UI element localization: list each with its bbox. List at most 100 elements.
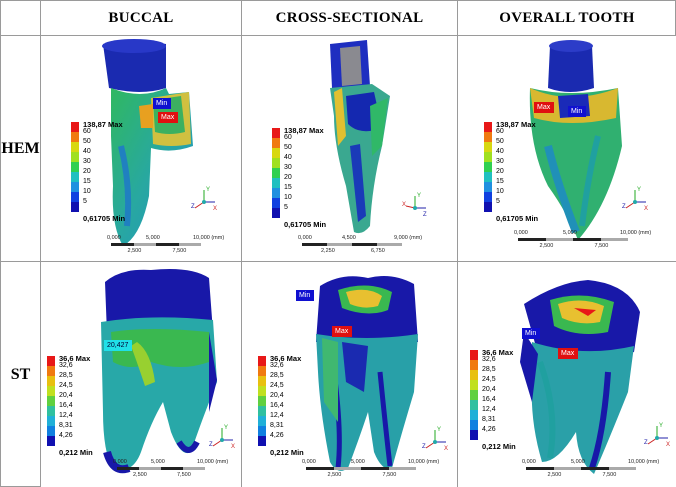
- legend-level-label: 28,5: [482, 366, 496, 373]
- legend-level-label: 4,26: [59, 432, 73, 439]
- legend-swatch: [484, 132, 492, 142]
- legend-swatch: [484, 142, 492, 152]
- legend-swatch: [470, 380, 478, 390]
- scale-tick-label: 10,000 (mm): [193, 235, 225, 241]
- legend-swatch: [272, 148, 280, 158]
- scale-segment: [161, 467, 183, 470]
- scale-tick-label: 7,500: [594, 243, 609, 249]
- legend-level-label: 15: [83, 178, 91, 185]
- scale-segment: [327, 243, 352, 246]
- legend-level-label: 16,4: [270, 402, 284, 409]
- scale-segment: [388, 467, 416, 470]
- axis-triad-icon: Y Z X: [422, 427, 448, 452]
- legend-swatch: [258, 356, 266, 366]
- scale-segment: [183, 467, 205, 470]
- panel-st-buccal: 20,427 36,6 Max 32,6 28,5 24,5 20,4 16,4 12,4 8…: [41, 262, 242, 487]
- legend-hem-cross: 138,87 Max 60 50 40 30 20 15 10 5 0,61705 Min: [272, 126, 332, 229]
- legend-swatch: [258, 376, 266, 386]
- scale-tick-label: 6,750: [371, 248, 385, 254]
- legend-swatch: [47, 406, 55, 416]
- scale-segment: [608, 467, 636, 470]
- scale-segment: [302, 243, 327, 246]
- tooth-model-st-buccal: [101, 269, 217, 474]
- panel-st-cross: Min Max 36,6 Max 32,6 28,5 24,5 20,4 16,4 12,4…: [242, 262, 458, 487]
- panel-hem-overall: Max Min 138,87 Max 60 50 40 30 20 15 10 5 0,61705…: [458, 36, 676, 262]
- legend-min-label: 0,212 Min: [59, 448, 93, 457]
- scale-segment: [526, 467, 554, 470]
- axis-triad-icon: Y Z X: [191, 187, 217, 212]
- scale-tick-label: 0,000: [107, 235, 121, 241]
- svg-text:Y: Y: [637, 187, 641, 193]
- legend-max-label: 138,87 Max: [284, 126, 324, 135]
- legend-swatch: [258, 436, 266, 446]
- legend-swatch: [470, 420, 478, 430]
- legend-level-label: 12,4: [59, 412, 73, 419]
- legend-swatch: [272, 188, 280, 198]
- scale-tick-label: 0,000: [522, 459, 536, 465]
- svg-text:Y: Y: [206, 187, 210, 193]
- tooth-model-st-overall: [520, 280, 640, 474]
- svg-text:Z: Z: [622, 204, 626, 210]
- scale-segment: [352, 243, 377, 246]
- legend-hem-buccal: 138,87 Max 60 50 40 30 20 15 10 5 0,61705 Min: [71, 120, 131, 223]
- svg-text:X: X: [231, 444, 235, 450]
- scale-segment: [377, 243, 402, 246]
- legend-swatch: [71, 192, 79, 202]
- legend-level-label: 30: [284, 164, 292, 171]
- legend-level-label: 60: [284, 134, 292, 141]
- scale-tick-label: 5,000: [151, 459, 165, 465]
- legend-swatch: [272, 178, 280, 188]
- legend-swatch: [258, 416, 266, 426]
- legend-min-label: 0,61705 Min: [83, 214, 126, 223]
- legend-level-label: 40: [496, 148, 504, 155]
- header-overall-tooth: OVERALL TOOTH: [458, 1, 676, 36]
- scale-tick-label: 2,500: [327, 472, 342, 478]
- svg-text:Z: Z: [644, 440, 648, 446]
- legend-hem-overall: 138,87 Max 60 50 40 30 20 15 10 5 0,61705 Min: [484, 120, 544, 223]
- axis-triad-icon: Y Z X: [644, 423, 670, 448]
- legend-level-label: 10: [284, 194, 292, 201]
- legend-level-label: 30: [83, 158, 91, 165]
- legend-swatch: [470, 430, 478, 440]
- scale-segment: [117, 467, 139, 470]
- scale-segment: [600, 238, 628, 241]
- legend-min-label: 0,61705 Min: [496, 214, 539, 223]
- legend-level-label: 10: [83, 188, 91, 195]
- legend-max-label: 138,87 Max: [83, 120, 123, 129]
- scale-segment: [518, 238, 546, 241]
- legend-level-label: 32,6: [482, 356, 496, 363]
- svg-text:Y: Y: [437, 427, 441, 433]
- scale-segment: [581, 467, 609, 470]
- legend-swatch: [258, 406, 266, 416]
- legend-swatch: [484, 182, 492, 192]
- scale-tick-label: 7,500: [382, 472, 397, 478]
- scale-bar-hem-buccal: 0,000 5,000 10,000 (mm) 2,500 7,500: [107, 235, 237, 259]
- axis-triad-icon: Y X Z: [402, 193, 427, 218]
- legend-swatch: [258, 426, 266, 436]
- svg-text:Z: Z: [191, 204, 195, 210]
- legend-level-label: 20,4: [270, 392, 284, 399]
- tooth-model-hem-cross: [330, 40, 390, 234]
- legend-level-label: 12,4: [270, 412, 284, 419]
- legend-swatch: [470, 350, 478, 360]
- legend-level-label: 20: [284, 174, 292, 181]
- scale-tick-label: 10,000 (mm): [620, 230, 652, 236]
- legend-level-label: 60: [83, 128, 91, 135]
- legend-min-label: 0,61705 Min: [284, 220, 327, 229]
- max-tag: Max: [558, 348, 579, 359]
- legend-min-label: 0,212 Min: [270, 448, 304, 457]
- header-cross-sectional: CROSS-SECTIONAL: [242, 1, 458, 36]
- legend-swatch: [258, 366, 266, 376]
- legend-level-label: 60: [496, 128, 504, 135]
- scale-tick-label: 10,000 (mm): [628, 459, 660, 465]
- scale-segment: [333, 467, 361, 470]
- scale-segment: [545, 238, 573, 241]
- min-tag: Min: [568, 106, 587, 117]
- legend-level-label: 20,4: [482, 386, 496, 393]
- legend-swatch: [71, 132, 79, 142]
- svg-text:X: X: [402, 202, 406, 208]
- scale-bar-st-overall: 0,000 5,000 10,000 (mm) 2,500 7,500: [522, 459, 672, 483]
- legend-level-label: 15: [496, 178, 504, 185]
- min-tag: Min: [296, 290, 315, 301]
- legend-swatch: [71, 152, 79, 162]
